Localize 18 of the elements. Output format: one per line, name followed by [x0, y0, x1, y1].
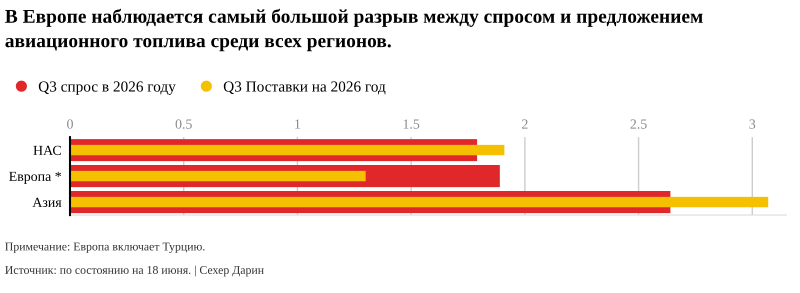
legend-label: Q3 спрос в 2026 году	[38, 81, 176, 95]
y-tick-label: Европа *	[9, 172, 61, 184]
x-tick-label: 2	[522, 119, 528, 129]
bar	[70, 170, 366, 182]
chart-title: В Европе наблюдается самый большой разрыв между спросом и предложением авиационного топлива среди всех регионов.	[5, 8, 703, 52]
x-tick-label: 2.5	[630, 119, 647, 129]
y-tick-label: НАС	[33, 146, 61, 156]
bar	[70, 144, 504, 156]
x-tick-label: 3	[749, 119, 756, 129]
x-tick-label: 0.5	[176, 119, 192, 129]
y-tick-label: Азия	[32, 198, 62, 208]
legend-label: Q3 Поставки на 2026 год	[224, 81, 386, 94]
x-tick-label: 0	[67, 119, 73, 129]
x-tick-label: 1.5	[404, 119, 420, 129]
bar	[70, 196, 768, 208]
x-tick-label: 1	[295, 119, 300, 129]
text: Источник: по состоянию на 18 июня. | Сехер Дарин	[5, 266, 264, 276]
text: Примечание: Европа включает Турцию.	[5, 242, 205, 253]
